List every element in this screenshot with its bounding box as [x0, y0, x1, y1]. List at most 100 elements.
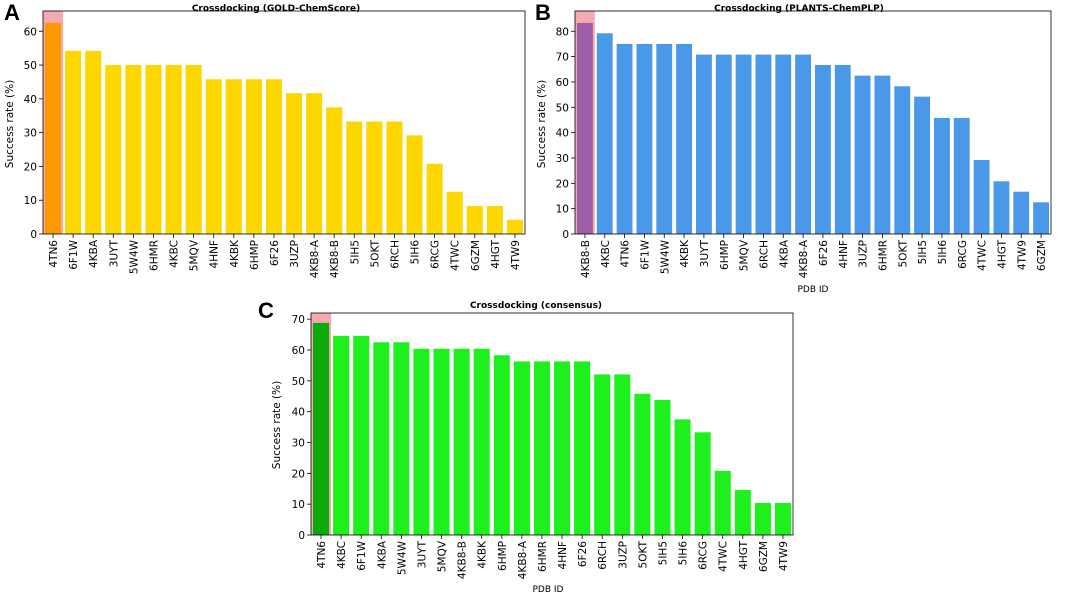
bar-a-6hmr [145, 65, 162, 234]
y-tick-label-a: 60 [24, 26, 37, 38]
x-tick-label-b-4kb8-b: 4KB8-B [580, 240, 592, 278]
x-tick-label-a-5mqv: 5MQV [189, 239, 201, 271]
bar-b-4hnf [834, 64, 851, 234]
y-tick-label-c: 20 [292, 468, 305, 480]
x-tick-label-a-5ih6: 5IH6 [410, 240, 422, 265]
bar-a-4tn6 [45, 22, 62, 234]
x-tick-label-a-6rch: 6RCH [389, 240, 401, 269]
x-tick-label-a-6hmp: 6HMP [249, 240, 261, 270]
x-tick-label-c-4kb8-b: 4KB8-B [457, 541, 469, 579]
bar-c-5ih5 [654, 399, 671, 535]
x-tick-label-c-6gzm: 6GZM [758, 541, 770, 572]
bar-c-6f26 [574, 361, 591, 535]
bar-b-6rch [755, 54, 772, 234]
x-tick-label-a-4kbc: 4KBC [169, 240, 181, 268]
x-tick-label-a-4hgt: 4HGT [490, 239, 502, 268]
x-tick-label-a-3uyt: 3UYT [108, 239, 120, 267]
bar-a-4kbc [165, 65, 182, 234]
bar-a-6rcg [426, 163, 443, 234]
x-tick-label-a-4tn6: 4TN6 [48, 240, 60, 268]
x-axis-label-b: PDB ID [798, 285, 829, 295]
bar-a-4hgt [486, 205, 503, 234]
bar-b-3uzp [854, 75, 871, 234]
y-tick-label-a: 0 [30, 229, 37, 241]
x-tick-label-a-6f26: 6F26 [269, 240, 281, 266]
x-tick-label-b-4hnf: 4HNF [838, 240, 850, 268]
bar-c-5w4w [393, 342, 410, 535]
x-tick-label-b-4tw9: 4TW9 [1016, 240, 1028, 270]
bar-c-4kbk [473, 348, 490, 535]
x-tick-label-c-4twc: 4TWC [718, 541, 730, 572]
bar-b-6hmp [715, 54, 732, 234]
x-tick-label-b-5w4w: 5W4W [659, 239, 671, 274]
x-tick-label-a-6f1w: 6F1W [68, 239, 80, 269]
x-tick-label-b-4hgt: 4HGT [996, 239, 1008, 268]
bar-b-4kb8-b [576, 22, 593, 234]
x-tick-label-b-3uyt: 3UYT [699, 239, 711, 267]
bar-b-5okt [894, 86, 911, 234]
y-tick-label-c: 70 [292, 314, 305, 326]
y-tick-label-c: 60 [292, 345, 305, 357]
bar-a-4twc [446, 191, 463, 234]
bar-a-6gzm [466, 205, 483, 234]
y-tick-label-b: 60 [556, 77, 569, 89]
bar-a-5ih6 [406, 135, 423, 234]
bar-a-4hnf [205, 79, 222, 234]
x-tick-label-a-4kb8-a: 4KB8-A [309, 239, 321, 278]
panel-c: C Crossdocking (consensus) Success rate … [258, 298, 794, 595]
y-tick-label-a: 30 [24, 128, 37, 140]
bar-b-4tn6 [616, 43, 633, 235]
x-tick-label-c-5okt: 5OKT [637, 540, 649, 568]
bar-a-4tw9 [506, 219, 523, 234]
x-tick-label-c-4kbc: 4KBC [336, 541, 348, 569]
bar-c-4kba [373, 342, 390, 535]
y-axis-label-a: Success rate (%) [4, 80, 16, 168]
y-tick-label-c: 30 [292, 438, 305, 450]
y-tick-label-b: 80 [556, 26, 569, 38]
bar-b-6hmr [874, 75, 891, 234]
y-tick-label-c: 0 [298, 530, 305, 542]
bar-a-6rch [386, 121, 403, 234]
bar-a-6f1w [65, 50, 82, 235]
bar-c-4kb8-b [453, 348, 470, 535]
x-tick-label-b-3uzp: 3UZP [858, 240, 870, 268]
x-tick-label-c-6f1w: 6F1W [356, 540, 368, 570]
bar-c-6rcg [694, 432, 711, 535]
x-tick-label-b-6hmr: 6HMR [877, 240, 889, 271]
bar-c-4hnf [554, 361, 571, 535]
plot-frame-b [574, 10, 1052, 235]
x-tick-label-c-6f26: 6F26 [577, 541, 589, 567]
panel-letter-b: B [535, 0, 551, 25]
x-axis-label-c: PDB ID [533, 585, 564, 595]
bar-b-4hgt [993, 181, 1010, 234]
y-tick-label-a: 10 [24, 195, 37, 207]
x-tick-label-b-4kbk: 4KBK [679, 239, 691, 268]
x-tick-label-b-6f1w: 6F1W [639, 239, 651, 269]
bar-a-5okt [366, 121, 383, 234]
bar-b-5mqv [735, 54, 752, 234]
x-tick-label-c-4kbk: 4KBK [477, 540, 489, 569]
bar-b-4kba [775, 54, 792, 234]
plot-frame-a [42, 10, 526, 235]
y-tick-label-c: 50 [292, 376, 305, 388]
bar-c-6f1w [353, 335, 370, 535]
bar-a-6hmp [245, 79, 262, 234]
x-tick-label-a-4kbk: 4KBK [229, 239, 241, 268]
chart-title-c: Crossdocking (consensus) [470, 301, 602, 311]
chart-title-a: Crossdocking (GOLD-ChemScore) [192, 4, 360, 14]
bar-a-4kbk [225, 79, 242, 234]
bar-c-3uzp [614, 374, 631, 535]
x-tick-label-b-5ih5: 5IH5 [917, 240, 929, 264]
x-tick-label-a-6rcg: 6RCG [430, 240, 442, 269]
x-tick-label-b-6hmp: 6HMP [719, 240, 731, 270]
bar-c-4tn6 [313, 322, 330, 535]
y-tick-label-c: 40 [292, 407, 305, 419]
x-tick-label-c-6rcg: 6RCG [698, 541, 710, 570]
bar-b-6f26 [814, 64, 831, 234]
x-tick-label-a-5ih5: 5IH5 [349, 240, 361, 264]
plot-frame-c [310, 312, 794, 536]
x-tick-label-b-5okt: 5OKT [897, 239, 909, 267]
x-tick-label-a-6gzm: 6GZM [470, 240, 482, 271]
x-tick-label-b-4kbc: 4KBC [600, 240, 612, 268]
